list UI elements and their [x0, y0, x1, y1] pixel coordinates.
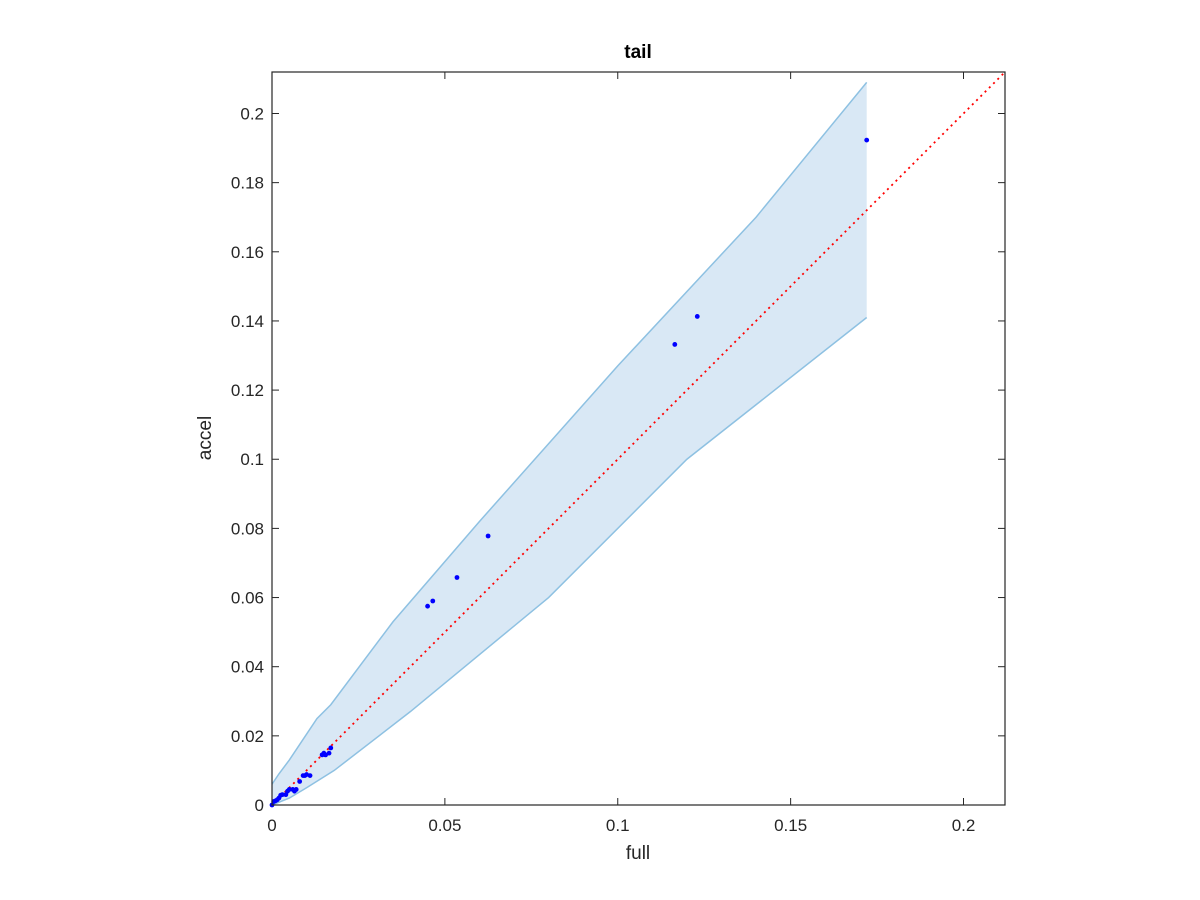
- band-lower-line: [271, 316, 868, 806]
- y-tick-label: 0.18: [231, 174, 264, 193]
- chart-title: tail: [624, 42, 651, 63]
- x-tick-label: 0.05: [428, 816, 461, 835]
- confidence-band: [271, 81, 868, 806]
- data-point: [694, 314, 700, 319]
- data-point: [328, 745, 334, 751]
- y-tick-label: 0: [255, 796, 264, 815]
- axes-box: [271, 71, 1006, 806]
- axes-frame: [271, 71, 1006, 806]
- y-tick-label: 0.14: [231, 312, 264, 331]
- y-tick-label: 0.1: [240, 450, 264, 469]
- data-point: [326, 750, 332, 756]
- data-point: [279, 792, 285, 798]
- data-point: [286, 787, 292, 792]
- data-point: [672, 342, 678, 347]
- y-tick-label: 0.06: [231, 589, 264, 608]
- y-axis-label: accel: [195, 416, 216, 460]
- data-points: [269, 137, 870, 808]
- x-axis-label: full: [626, 843, 650, 864]
- data-point: [485, 533, 491, 539]
- x-tick-label: 0.1: [606, 816, 630, 835]
- data-point: [307, 773, 313, 779]
- band-upper-line: [271, 81, 868, 785]
- y-tick-label: 0.16: [231, 243, 264, 262]
- y-tick-label: 0.02: [231, 727, 264, 746]
- y-tick-label: 0.04: [231, 658, 264, 677]
- data-point: [454, 575, 460, 580]
- data-point: [293, 787, 299, 792]
- y-tick-label: 0.12: [231, 381, 264, 400]
- x-tick-label: 0: [267, 816, 276, 835]
- y-tick-label: 0.2: [240, 104, 264, 123]
- data-point: [430, 598, 436, 604]
- y-axis-ticks: 0 0.02 0.04 0.06 0.08 0.1 0.12 0.14 0.16 0.18 0.2: [231, 104, 1005, 815]
- x-tick-label: 0.2: [952, 816, 976, 835]
- y-tick-label: 0.08: [231, 519, 264, 538]
- data-point: [297, 779, 303, 784]
- data-point: [425, 603, 430, 609]
- x-axis-ticks: 0 0.05 0.1 0.15 0.2: [267, 72, 975, 835]
- x-tick-label: 0.15: [774, 816, 807, 835]
- band-fill: [272, 82, 867, 806]
- data-point: [864, 137, 870, 143]
